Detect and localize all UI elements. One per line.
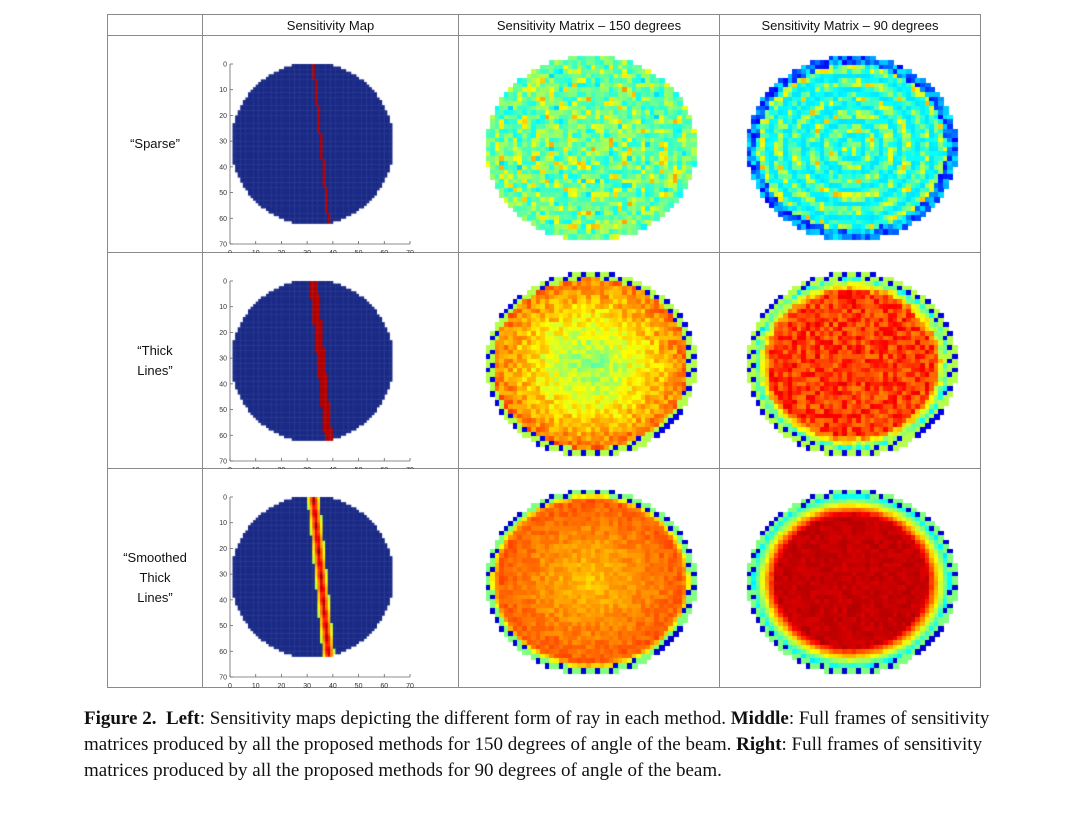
y-tick-label: 70 [219, 242, 227, 249]
row-label-thick: “Thick Lines” [107, 252, 203, 469]
x-tick-label: 60 [380, 683, 388, 688]
x-tick-label: 0 [228, 250, 232, 253]
x-tick-label: 60 [380, 250, 388, 253]
y-tick-label: 40 [219, 597, 227, 604]
caption-middle-text: : Full frames of sensitivity matrices pr… [84, 708, 990, 755]
header-row: Sensitivity Map Sensitivity Matrix – 150… [107, 14, 981, 36]
x-tick-label: 0 [228, 683, 232, 688]
y-tick-label: 40 [219, 164, 227, 171]
row-thick: “Thick Lines” 0 10 20 30 40 50 60 70 0 10 20 30 40 50… [107, 252, 981, 470]
x-tick-label: 20 [278, 683, 286, 688]
caption-right-label: Right [736, 734, 782, 755]
y-tick-label: 60 [219, 433, 227, 440]
y-tick-label: 20 [219, 113, 227, 120]
heatmap-90-thick [720, 253, 981, 469]
header-matrix-90: Sensitivity Matrix – 90 degrees [719, 14, 981, 36]
x-tick-label: 70 [406, 683, 414, 688]
label-line: “Thick [137, 342, 173, 358]
sensitivity-map-plot [203, 36, 459, 253]
header-matrix-150: Sensitivity Matrix – 150 degrees [458, 14, 720, 36]
label-line: Lines” [137, 362, 173, 378]
label-line: “Sparse” [130, 136, 180, 151]
y-tick-label: 40 [219, 381, 227, 388]
y-tick-label: 50 [219, 623, 227, 630]
row-label-smoothed: “Smoothed Thick Lines” [107, 468, 203, 688]
label-line: “Smoothed [123, 550, 187, 565]
heatmap-150-sparse [459, 36, 720, 253]
y-tick-label: 20 [219, 546, 227, 553]
y-tick-label: 0 [223, 495, 227, 502]
y-tick-label: 70 [219, 675, 227, 682]
x-tick-label: 50 [355, 250, 363, 253]
y-tick-label: 10 [219, 520, 227, 527]
row-smoothed: “Smoothed Thick Lines” 0 10 20 30 40 50 60 70 0 1… [107, 468, 981, 689]
x-tick-label: 50 [355, 683, 363, 688]
matrix-150-sparse [458, 35, 720, 253]
label-line: Lines” [137, 590, 173, 605]
y-tick-label: 30 [219, 572, 227, 579]
matrix-90-sparse [719, 35, 981, 253]
sensitivity-map-plot [203, 469, 459, 688]
y-tick-label: 60 [219, 649, 227, 656]
x-tick-label: 30 [303, 250, 311, 253]
y-tick-label: 10 [219, 87, 227, 94]
header-sensitivity-map: Sensitivity Map [202, 14, 459, 36]
caption-left-text: : Sensitivity maps depicting the differe… [199, 708, 731, 729]
matrix-150-smoothed [458, 468, 720, 688]
matrix-150-thick [458, 252, 720, 469]
heatmap-90-smoothed [720, 469, 981, 688]
caption-right-text: : Full frames of sensitivity matrices pr… [84, 734, 983, 781]
heatmap-90-sparse [720, 36, 981, 253]
y-tick-label: 70 [219, 459, 227, 466]
matrix-90-smoothed [719, 468, 981, 688]
y-tick-label: 50 [219, 190, 227, 197]
y-tick-label: 30 [219, 139, 227, 146]
sensitivity-map-plot [203, 253, 459, 469]
figure-label: Figure 2. [84, 708, 157, 729]
y-tick-label: 50 [219, 407, 227, 414]
x-tick-label: 10 [252, 250, 260, 253]
y-tick-label: 30 [219, 356, 227, 363]
x-tick-label: 40 [329, 683, 337, 688]
caption-left-label: Left [165, 708, 200, 729]
figure-table: Sensitivity Map Sensitivity Matrix – 150… [107, 14, 981, 688]
x-tick-label: 10 [252, 683, 260, 688]
sensitivity-map-thick: 0 10 20 30 40 50 60 70 0 10 20 30 40 50 60 70 [202, 252, 459, 470]
heatmap-150-thick [459, 253, 720, 469]
label-line: Thick [139, 570, 171, 585]
row-label-sparse: “Sparse” [107, 35, 203, 253]
matrix-90-thick [719, 252, 981, 469]
x-tick-label: 70 [406, 250, 414, 253]
sensitivity-map-smoothed: 0 10 20 30 40 50 60 70 0 10 20 30 40 50 60 70 [202, 468, 459, 689]
y-tick-label: 20 [219, 330, 227, 337]
x-tick-label: 30 [303, 683, 311, 688]
y-tick-label: 0 [223, 279, 227, 286]
y-tick-label: 10 [219, 304, 227, 311]
x-tick-label: 20 [278, 250, 286, 253]
figure-caption: Figure 2. Left: Sensitivity maps depicti… [84, 706, 1014, 784]
x-tick-label: 40 [329, 250, 337, 253]
y-tick-label: 60 [219, 216, 227, 223]
y-tick-label: 0 [223, 62, 227, 69]
heatmap-150-smoothed [459, 469, 720, 688]
header-empty [107, 14, 203, 36]
caption-middle-label: Middle [730, 708, 789, 729]
